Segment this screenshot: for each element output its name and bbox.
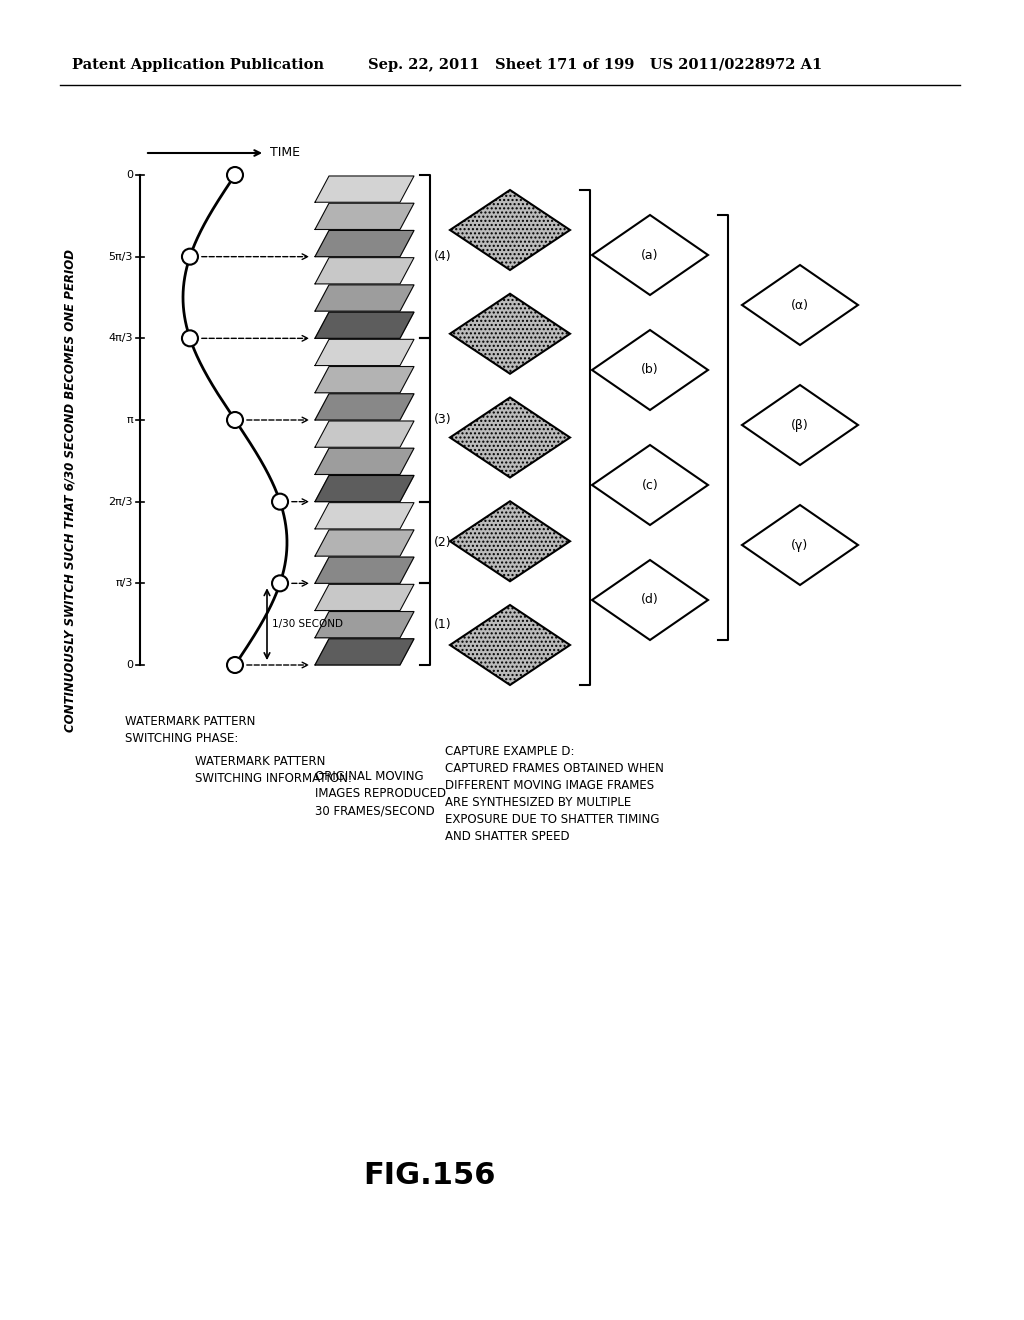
Text: (1): (1) (434, 618, 452, 631)
Text: Patent Application Publication: Patent Application Publication (72, 58, 324, 73)
Polygon shape (315, 529, 414, 556)
Text: ORIGINAL MOVING
IMAGES REPRODUCED
30 FRAMES/SECOND: ORIGINAL MOVING IMAGES REPRODUCED 30 FRA… (315, 770, 446, 817)
Polygon shape (592, 560, 708, 640)
Polygon shape (315, 611, 414, 638)
Polygon shape (450, 502, 570, 581)
Polygon shape (315, 421, 414, 447)
Circle shape (227, 168, 243, 183)
Polygon shape (315, 475, 414, 502)
Circle shape (227, 412, 243, 428)
Polygon shape (592, 215, 708, 294)
Polygon shape (315, 585, 414, 611)
Polygon shape (315, 639, 414, 665)
Text: WATERMARK PATTERN
SWITCHING PHASE:: WATERMARK PATTERN SWITCHING PHASE: (125, 715, 255, 744)
Text: 2π/3: 2π/3 (109, 496, 133, 507)
Text: (2): (2) (434, 536, 452, 549)
Text: 1/30 SECOND: 1/30 SECOND (272, 619, 343, 630)
Circle shape (182, 330, 198, 346)
Text: Sep. 22, 2011   Sheet 171 of 199   US 2011/0228972 A1: Sep. 22, 2011 Sheet 171 of 199 US 2011/0… (368, 58, 822, 73)
Circle shape (272, 494, 288, 510)
Text: 0: 0 (126, 660, 133, 671)
Polygon shape (315, 285, 414, 312)
Polygon shape (315, 257, 414, 284)
Polygon shape (315, 231, 414, 256)
Text: (c): (c) (642, 479, 658, 491)
Polygon shape (450, 605, 570, 685)
Text: 5π/3: 5π/3 (109, 252, 133, 261)
Text: (γ): (γ) (792, 539, 809, 552)
Polygon shape (592, 445, 708, 525)
Circle shape (227, 657, 243, 673)
Circle shape (182, 248, 198, 265)
Text: (4): (4) (434, 251, 452, 263)
Polygon shape (315, 367, 414, 393)
Text: 4π/3: 4π/3 (109, 334, 133, 343)
Polygon shape (315, 176, 414, 202)
Polygon shape (315, 449, 414, 474)
Text: TIME: TIME (270, 147, 300, 160)
Text: CAPTURE EXAMPLE D:
CAPTURED FRAMES OBTAINED WHEN
DIFFERENT MOVING IMAGE FRAMES
A: CAPTURE EXAMPLE D: CAPTURED FRAMES OBTAI… (445, 744, 664, 843)
Text: π/3: π/3 (116, 578, 133, 589)
Polygon shape (450, 190, 570, 271)
Polygon shape (315, 312, 414, 338)
Text: π: π (126, 414, 133, 425)
Text: (a): (a) (641, 248, 658, 261)
Polygon shape (742, 506, 858, 585)
Text: (α): (α) (791, 298, 809, 312)
Polygon shape (742, 265, 858, 345)
Text: (b): (b) (641, 363, 658, 376)
Polygon shape (450, 294, 570, 374)
Text: (β): (β) (792, 418, 809, 432)
Circle shape (272, 576, 288, 591)
Polygon shape (315, 557, 414, 583)
Text: WATERMARK PATTERN
SWITCHING INFORMATION:: WATERMARK PATTERN SWITCHING INFORMATION: (195, 755, 352, 785)
Polygon shape (315, 393, 414, 420)
Text: FIG.156: FIG.156 (364, 1160, 497, 1189)
Polygon shape (315, 503, 414, 529)
Polygon shape (450, 397, 570, 478)
Polygon shape (315, 339, 414, 366)
Polygon shape (315, 203, 414, 230)
Text: 0: 0 (126, 170, 133, 180)
Polygon shape (742, 385, 858, 465)
Text: (d): (d) (641, 594, 658, 606)
Polygon shape (592, 330, 708, 411)
Text: CONTINUOUSLY SWITCH SUCH THAT 6/30 SECOND BECOMES ONE PERIOD: CONTINUOUSLY SWITCH SUCH THAT 6/30 SECON… (63, 248, 77, 731)
Text: (3): (3) (434, 413, 452, 426)
